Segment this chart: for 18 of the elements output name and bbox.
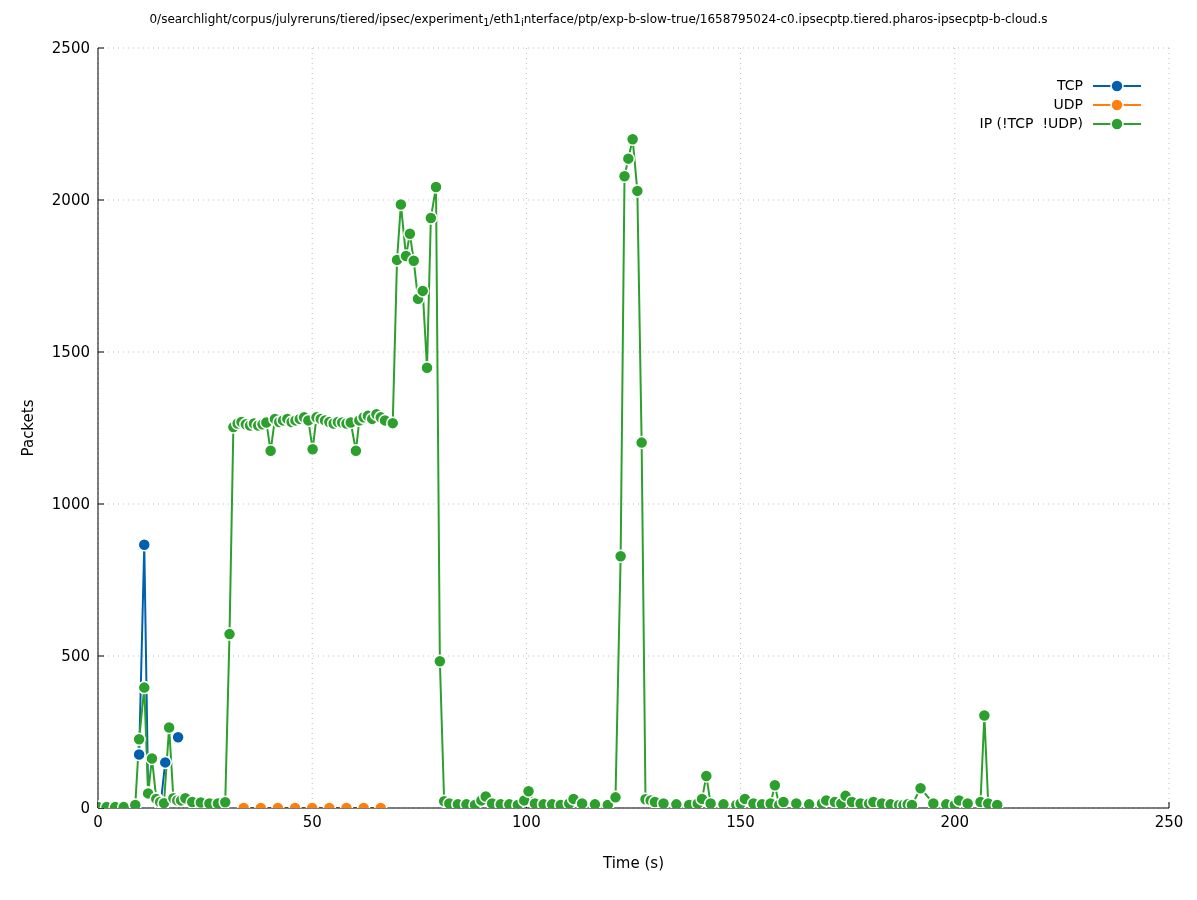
legend-label: IP (!TCP !UDP): [979, 114, 1083, 133]
y-tick-label: 0: [80, 799, 90, 818]
x-tick-label: 50: [302, 813, 322, 832]
x-tick-label: 200: [940, 813, 970, 832]
x-tick-label: 0: [93, 813, 103, 832]
y-tick-label: 1000: [51, 495, 90, 514]
legend-label: TCP: [1057, 76, 1083, 95]
y-tick-label: 2500: [51, 39, 90, 58]
y-axis-title: Packets: [19, 399, 38, 457]
y-tick-label: 1500: [51, 343, 90, 362]
x-tick-label: 150: [726, 813, 755, 832]
x-tick-label: 100: [512, 813, 541, 832]
x-tick-label: 250: [1154, 813, 1184, 832]
x-axis-title: Time (s): [602, 854, 664, 873]
y-tick-label: 500: [61, 647, 90, 666]
legend-label: UDP: [1053, 95, 1083, 114]
chart-title: 0/searchlight/corpus/julyreruns/tiered/ipsec/experiment$_{1}$/eth1$_{i}$nterface/ptp/exp-b-slow-true/1658795024-c0.ipsecptp.tiered.pharos-ipsecptp-b-cloud.s: [148, 11, 1049, 29]
y-tick-label: 2000: [51, 191, 90, 210]
